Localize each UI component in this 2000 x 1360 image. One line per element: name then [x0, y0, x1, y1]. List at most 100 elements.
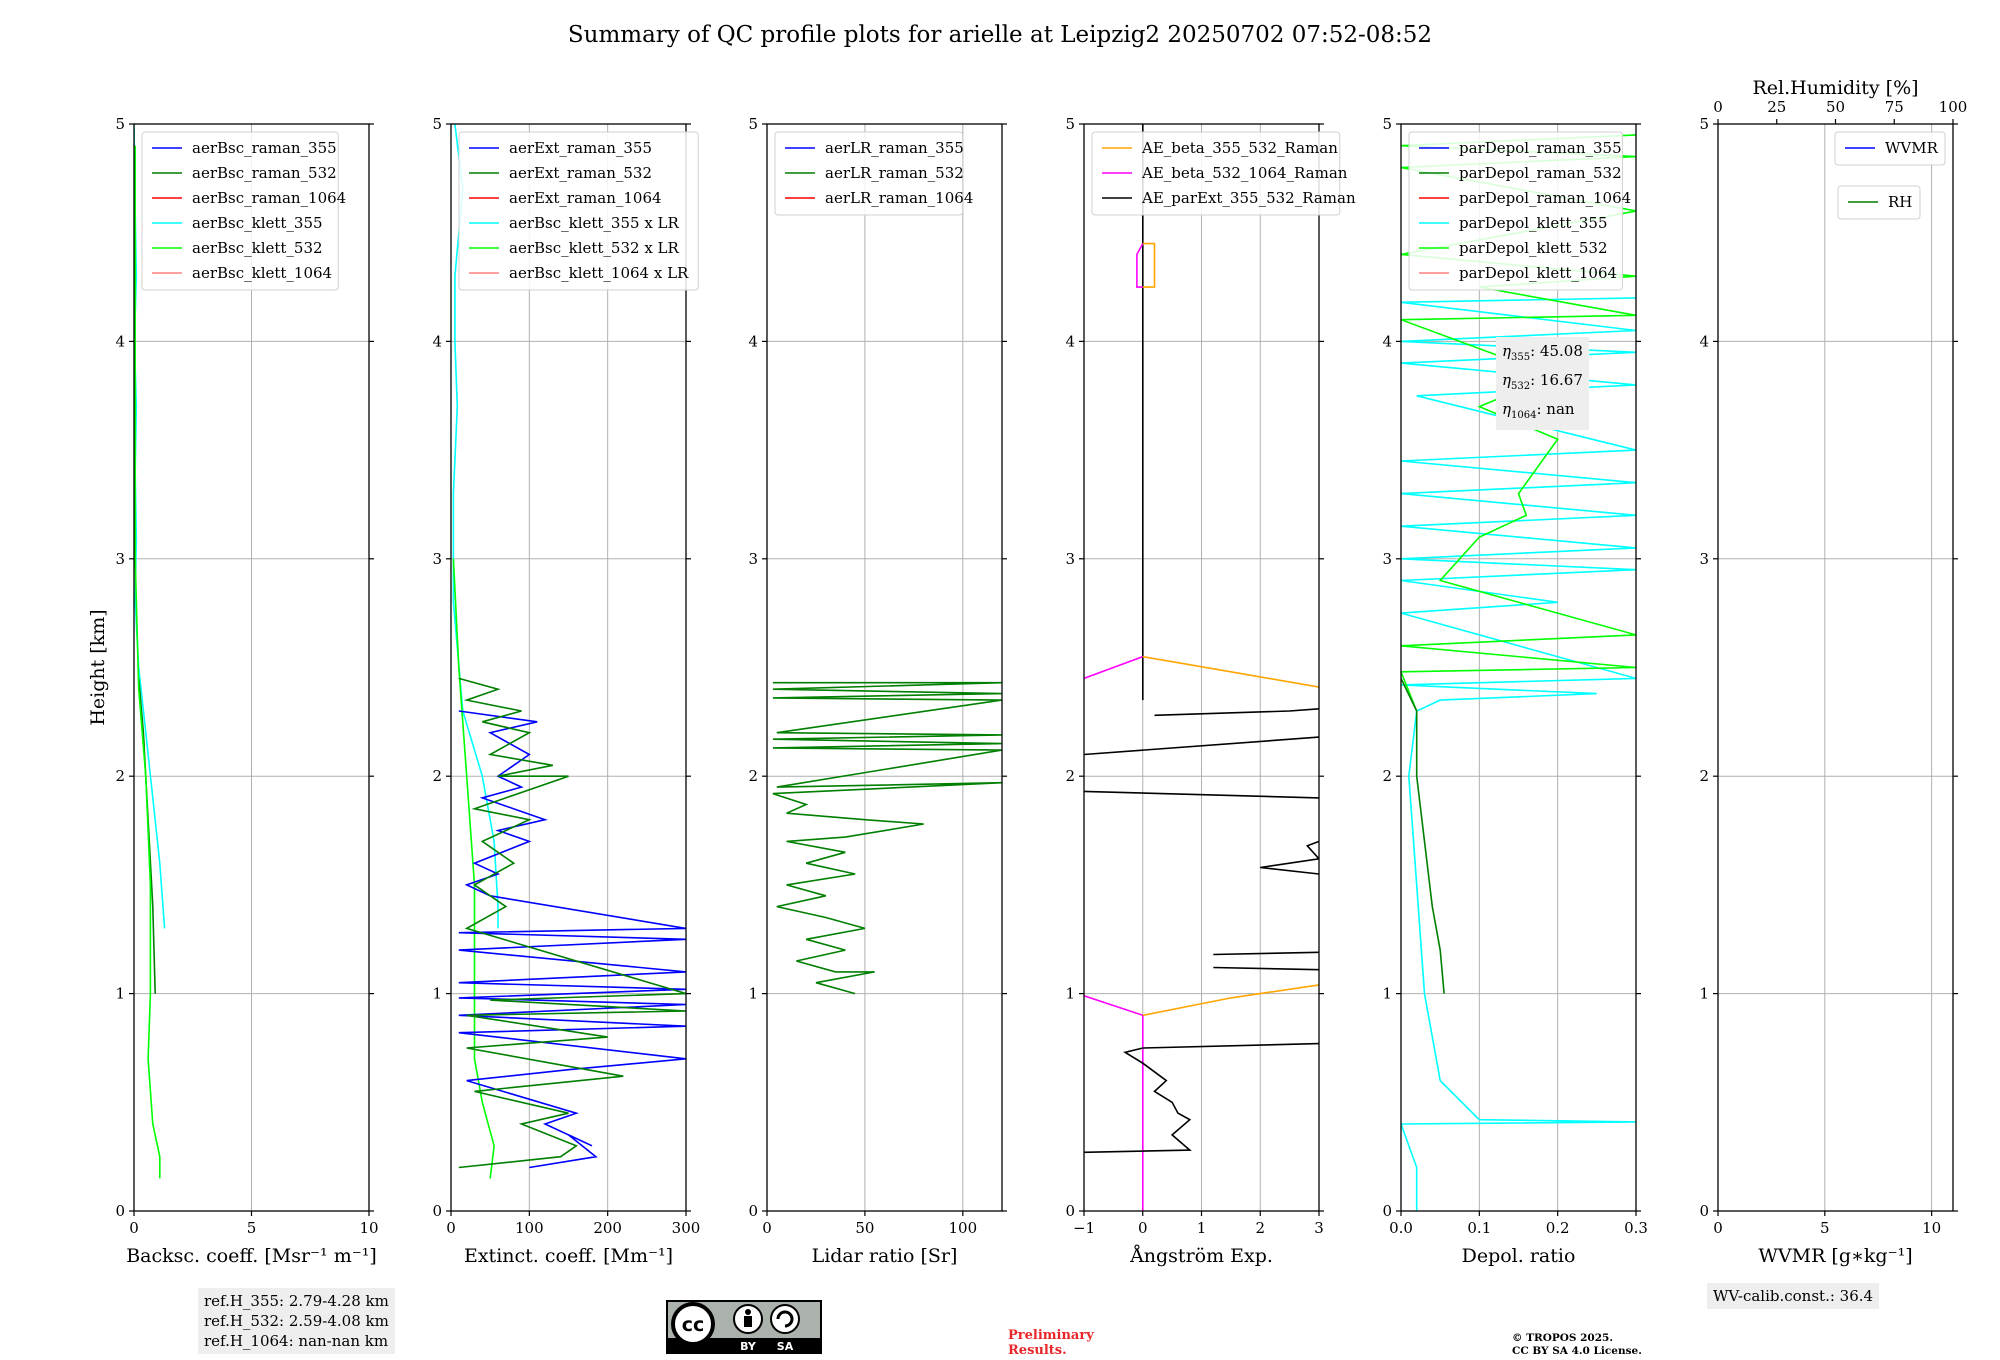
ytick-label-2: 2 — [432, 767, 442, 785]
legend-label-aerBsc_klett_1064 x LR: aerBsc_klett_1064 x LR — [509, 264, 689, 282]
ytick-label-0: 0 — [432, 1202, 442, 1220]
ytick-label-3: 3 — [432, 550, 442, 568]
legend-label-parDepol_klett_532: parDepol_klett_532 — [1459, 239, 1608, 257]
ytick-label-1: 1 — [748, 985, 758, 1003]
ytick-label-1: 1 — [115, 985, 125, 1003]
ytick-label-4: 4 — [1699, 332, 1709, 350]
xtick-label-100: 100 — [515, 1219, 544, 1237]
ytick-label-0: 0 — [1065, 1202, 1075, 1220]
eta-1064-value: nan — [1546, 400, 1575, 418]
xtick-label-3: 3 — [1314, 1219, 1324, 1237]
ytick-label-0: 0 — [748, 1202, 758, 1220]
eta-355-value: 45.08 — [1539, 342, 1583, 360]
xtick-label-2: 2 — [1255, 1219, 1265, 1237]
legend-box — [1837, 185, 1921, 220]
legend-label-aerExt_raman_1064: aerExt_raman_1064 — [509, 189, 662, 207]
series-AE_parExt_lower_2 — [1084, 736, 1319, 756]
legend-label-AE_beta_355_532_Raman: AE_beta_355_532_Raman — [1141, 139, 1338, 157]
sa-label: SA — [777, 1340, 794, 1353]
preliminary-line-1: Preliminary — [1008, 1328, 1094, 1343]
xtick-label-50: 50 — [855, 1219, 874, 1237]
wv-calib-box: WV-calib.const.: 36.4 — [1707, 1283, 1880, 1309]
xtick-label-0.2: 0.2 — [1546, 1219, 1570, 1237]
series-AE_beta_355_532_Raman_low — [1142, 984, 1319, 1017]
ytick-label-2: 2 — [748, 767, 758, 785]
series-aerBsc_klett_355 x LR — [452, 124, 499, 929]
ytick-label-4: 4 — [1065, 332, 1075, 350]
ytick-label-2: 2 — [1699, 767, 1709, 785]
series-AE_beta_355_532_Raman — [1142, 655, 1319, 688]
legend-label-parDepol_raman_355: parDepol_raman_355 — [1459, 139, 1622, 157]
xtick-label-10: 10 — [1922, 1219, 1941, 1237]
xtick-label-0: 0 — [762, 1219, 772, 1237]
legend-label-aerLR_raman_355: aerLR_raman_355 — [825, 139, 964, 157]
xtick-label-5: 5 — [1820, 1219, 1830, 1237]
series-aerLR_raman_532 — [772, 681, 1002, 995]
series-parDepol_klett_355 — [1401, 297, 1636, 1211]
cc-circle-icon — [671, 1302, 715, 1346]
panel-frame — [450, 123, 687, 1212]
x-axis-label: Backsc. coeff. [Msr⁻¹ m⁻¹] — [126, 1245, 377, 1267]
reference-height-box: ref.H_355: 2.79-4.28 km ref.H_532: 2.59-… — [198, 1288, 395, 1354]
legend-box — [1834, 131, 1946, 166]
legend-label-aerExt_raman_532: aerExt_raman_532 — [509, 164, 652, 182]
x-axis-label: Lidar ratio [Sr] — [812, 1245, 958, 1267]
by-person-head — [745, 1309, 751, 1315]
series-AE_parExt_lower_4 — [1260, 840, 1319, 875]
eta-box: η355: 45.08 η532: 16.67 η1064: nan — [1496, 337, 1589, 430]
xtick-label-5: 5 — [247, 1219, 257, 1237]
xtick-label-0: 0 — [446, 1219, 456, 1237]
copyright-line-1: © TROPOS 2025. — [1512, 1332, 1614, 1344]
ytick-label-2: 2 — [115, 767, 125, 785]
panel-2: 0 1 2 3 4 5 0 100 200 300 Extinct. coeff. [Mm⁻¹] ae… — [432, 115, 700, 1267]
series-AE_parExt_lower_7 — [1084, 1042, 1319, 1154]
top-axis-label: Rel.Humidity [%] — [1752, 77, 1918, 99]
series-AE_beta_532_1064_Raman — [1084, 655, 1144, 680]
xtick-label-10: 10 — [359, 1219, 378, 1237]
series-AE_parExt_lower_6 — [1213, 966, 1319, 971]
legend-2: RH — [1837, 185, 1921, 220]
series-AE_beta_532_1064_Raman_upper — [1136, 243, 1144, 288]
ytick-label-3: 3 — [748, 550, 758, 568]
ytick-label-3: 3 — [115, 550, 125, 568]
ytick-label-5: 5 — [432, 115, 442, 133]
legend-label-parDepol_raman_1064: parDepol_raman_1064 — [1459, 189, 1631, 207]
eta-355: η355: 45.08 — [1502, 342, 1583, 363]
series-aerBsc_klett_532 x LR — [452, 558, 495, 1179]
legend-label-aerLR_raman_532: aerLR_raman_532 — [825, 164, 964, 182]
ytick-label-3: 3 — [1382, 550, 1392, 568]
panel-frame — [766, 123, 1003, 1212]
legend-label-aerBsc_klett_532: aerBsc_klett_532 — [192, 239, 323, 257]
ytick-label-5: 5 — [1065, 115, 1075, 133]
by-label: BY — [740, 1340, 757, 1353]
legend-label-AE_parExt_355_532_Raman: AE_parExt_355_532_Raman — [1141, 189, 1356, 207]
legend-label-aerExt_raman_355: aerExt_raman_355 — [509, 139, 652, 157]
x-axis-label: Ångström Exp. — [1129, 1245, 1273, 1267]
ytick-label-1: 1 — [432, 985, 442, 1003]
ytick-label-1: 1 — [1699, 985, 1709, 1003]
panel-frame — [1717, 123, 1954, 1212]
ytick-label-0: 0 — [115, 1202, 125, 1220]
ref-h-355: ref.H_355: 2.79-4.28 km — [204, 1292, 389, 1310]
eta-1064: η1064: nan — [1502, 400, 1575, 421]
legend-label-aerBsc_raman_355: aerBsc_raman_355 — [192, 139, 337, 157]
panel-frame — [1400, 123, 1637, 1212]
series-group — [1401, 134, 1636, 1211]
legend: parDepol_raman_355 parDepol_raman_532 parD… — [1408, 131, 1631, 291]
top-tick-label-50: 50 — [1826, 98, 1845, 116]
series-AE_beta_355_532_Raman_upper — [1142, 242, 1156, 288]
top-tick-label-25: 25 — [1767, 98, 1786, 116]
series-AE_parExt_lower_5 — [1213, 951, 1319, 956]
legend-label-aerBsc_raman_532: aerBsc_raman_532 — [192, 164, 337, 182]
x-axis-label: WVMR [g∗kg⁻¹] — [1758, 1245, 1912, 1267]
top-tick-label-100: 100 — [1939, 98, 1968, 116]
y-axis-label: Height [km] — [87, 609, 109, 725]
xtick-label-1: 1 — [1197, 1219, 1207, 1237]
ytick-label-5: 5 — [748, 115, 758, 133]
xtick-label-0: 0 — [129, 1219, 139, 1237]
x-axis-label: Extinct. coeff. [Mm⁻¹] — [464, 1245, 673, 1267]
